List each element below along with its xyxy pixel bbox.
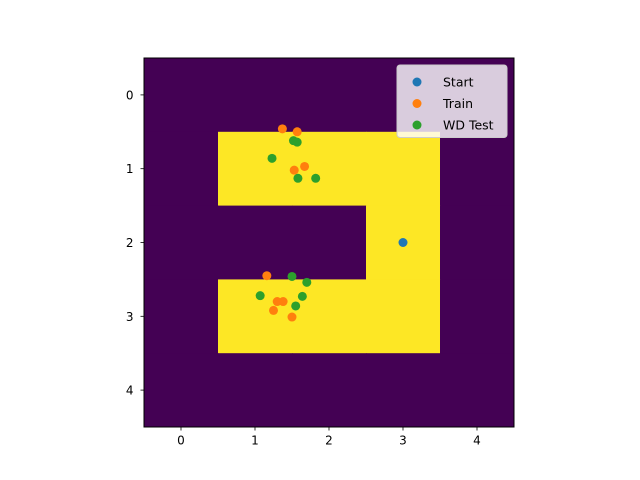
legend: Start Train WD Test: [396, 64, 508, 138]
train-point: [300, 161, 310, 171]
start-point: [398, 238, 408, 247]
heatmap-cell: [144, 205, 219, 280]
heatmap-cell: [292, 279, 367, 354]
train-point: [277, 124, 287, 134]
scatter-points: [255, 124, 408, 322]
wd-test-point: [311, 173, 321, 183]
legend-label-wd-test: WD Test: [443, 118, 494, 133]
legend-box: [396, 64, 508, 138]
wd-test-point: [255, 291, 265, 301]
wd-test-point: [292, 137, 302, 147]
legend-marker-train: [412, 99, 422, 108]
y-tick-label: 2: [126, 236, 134, 250]
heatmap-cell: [218, 131, 293, 207]
heatmap-cell: [440, 279, 515, 354]
heatmap-cell: [218, 58, 293, 133]
heatmap-cell: [292, 353, 367, 428]
heatmap-cell: [292, 205, 367, 280]
y-tick-label: 1: [126, 162, 134, 176]
wd-test-point: [287, 271, 297, 281]
heatmap-cell: [440, 353, 515, 428]
y-tick-label: 4: [126, 384, 134, 398]
heatmap-cell: [440, 131, 515, 207]
x-tick-label: 4: [473, 434, 481, 448]
heatmap-cell: [144, 131, 219, 207]
heatmap-cell: [218, 279, 293, 354]
wd-test-point: [302, 277, 312, 287]
train-point: [278, 297, 288, 307]
train-point: [292, 127, 302, 137]
heatmap-cell: [144, 279, 219, 354]
heatmap-cell: [144, 58, 219, 133]
y-tick-label: 3: [126, 310, 134, 324]
x-tick-label: 1: [251, 434, 259, 448]
train-point: [289, 165, 299, 175]
heatmap-cell: [366, 131, 441, 207]
legend-marker-start: [412, 77, 422, 87]
train-point: [262, 271, 272, 281]
heatmap-cell: [218, 353, 293, 428]
wd-test-point: [293, 173, 303, 183]
legend-label-train: Train: [442, 96, 473, 111]
heatmap-cell: [218, 205, 293, 280]
heatmap-cell: [366, 279, 441, 354]
wd-test-point: [267, 153, 277, 163]
legend-marker-wd-test: [412, 120, 422, 130]
train-point: [287, 312, 297, 322]
y-tick-label: 0: [126, 88, 134, 102]
legend-label-start: Start: [443, 75, 474, 90]
heatmap-cell: [440, 205, 515, 280]
wd-test-point: [291, 301, 301, 311]
heatmap-cell: [366, 353, 441, 428]
x-tick-label: 0: [177, 434, 185, 448]
axis-ticks: 0 1 2 3 4 0 1 2 3 4: [126, 88, 481, 447]
x-tick-label: 3: [399, 434, 407, 448]
x-tick-label: 2: [325, 434, 333, 448]
wd-test-point: [297, 291, 307, 301]
heatmap-cell: [292, 58, 367, 133]
heatmap-cell: [144, 353, 219, 428]
train-point: [269, 305, 278, 315]
